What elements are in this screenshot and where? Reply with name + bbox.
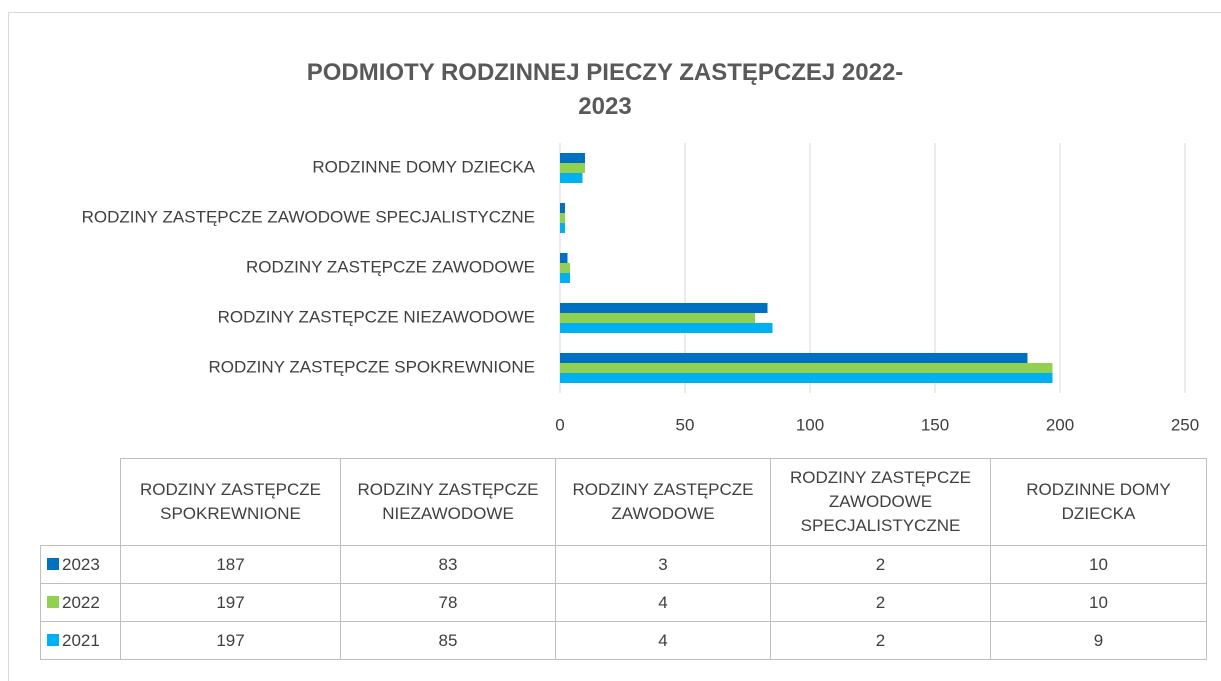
table-cell: 9 — [990, 621, 1207, 660]
bar — [560, 213, 565, 223]
x-tick-label: 150 — [921, 415, 949, 434]
y-tick-label: RODZINNE DOMY DZIECKA — [312, 157, 535, 176]
bar — [560, 263, 570, 273]
x-tick-label: 0 — [555, 415, 564, 434]
table-cell: 2 — [770, 621, 991, 660]
table-cell: 187 — [120, 545, 341, 584]
bar — [560, 223, 565, 233]
legend-label: 2023 — [62, 554, 100, 574]
bar — [560, 353, 1028, 363]
table-cell: 85 — [340, 621, 556, 660]
bar — [560, 253, 568, 263]
y-tick-label: RODZINY ZASTĘPCZE ZAWODOWE SPECJALISTYCZ… — [82, 207, 535, 226]
y-tick-label: RODZINY ZASTĘPCZE NIEZAWODOWE — [218, 307, 535, 326]
table-corner — [40, 458, 121, 546]
bar — [560, 163, 585, 173]
legend-label: 2022 — [62, 592, 100, 612]
table-cell: 197 — [120, 583, 341, 622]
table-cell: 197 — [120, 621, 341, 660]
legend-entry: 2021 — [40, 621, 121, 660]
bar — [560, 203, 565, 213]
bar — [560, 363, 1053, 373]
bar — [560, 273, 570, 283]
legend-key — [47, 595, 59, 608]
table-cell: 78 — [340, 583, 556, 622]
data-table: RODZINY ZASTĘPCZE SPOKREWNIONE RODZINY ZA… — [40, 458, 1207, 660]
table-cell: 2 — [770, 583, 991, 622]
table-cell: 4 — [555, 583, 771, 622]
table-row: 2022 197 78 4 2 10 — [40, 583, 1207, 622]
chart-border — [8, 12, 1221, 681]
y-tick-label: RODZINY ZASTĘPCZE SPOKREWNIONE — [208, 357, 535, 376]
bar — [560, 373, 1053, 383]
table-header: RODZINY ZASTĘPCZE SPOKREWNIONE — [120, 458, 341, 546]
legend-entry: 2022 — [40, 583, 121, 622]
table-cell: 83 — [340, 545, 556, 584]
x-tick-label: 50 — [676, 415, 695, 434]
x-tick-label: 250 — [1171, 415, 1199, 434]
bar — [560, 303, 768, 313]
legend-entry: 2023 — [40, 545, 121, 584]
bar — [560, 173, 583, 183]
legend-key — [47, 557, 59, 570]
table-header-row: RODZINY ZASTĘPCZE SPOKREWNIONE RODZINY ZA… — [40, 458, 1207, 546]
table-header: RODZINY ZASTĘPCZE ZAWODOWE SPECJALISTYCZ… — [770, 458, 991, 546]
table-cell: 4 — [555, 621, 771, 660]
table-cell: 10 — [990, 545, 1207, 584]
legend-key — [47, 633, 59, 646]
table-row: 2023 187 83 3 2 10 — [40, 545, 1207, 584]
bar — [560, 313, 755, 323]
bar — [560, 153, 585, 163]
bar — [560, 323, 773, 333]
table-cell: 2 — [770, 545, 991, 584]
table-row: 2021 197 85 4 2 9 — [40, 621, 1207, 660]
chart-title: PODMIOTY RODZINNEJ PIECZY ZASTĘPCZEJ 202… — [306, 59, 904, 120]
table-cell: 3 — [555, 545, 771, 584]
table-header: RODZINNE DOMY DZIECKA — [990, 458, 1207, 546]
table-cell: 10 — [990, 583, 1207, 622]
x-tick-label: 200 — [1046, 415, 1074, 434]
x-tick-label: 100 — [796, 415, 824, 434]
table-header: RODZINY ZASTĘPCZE NIEZAWODOWE — [340, 458, 556, 546]
y-tick-label: RODZINY ZASTĘPCZE ZAWODOWE — [246, 257, 535, 276]
legend-label: 2021 — [62, 630, 100, 650]
table-header: RODZINY ZASTĘPCZE ZAWODOWE — [555, 458, 771, 546]
